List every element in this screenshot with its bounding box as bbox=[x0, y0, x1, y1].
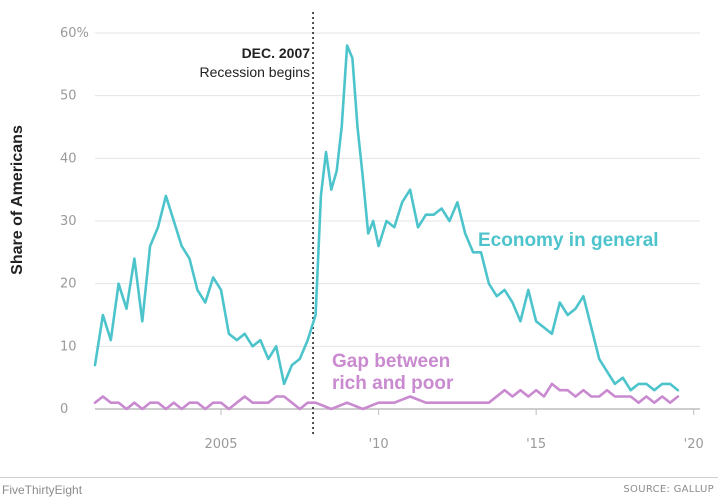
y-tick-label: 20 bbox=[60, 277, 77, 292]
series-label-line: rich and poor bbox=[332, 373, 454, 394]
footer-brand: FiveThirtyEight bbox=[2, 483, 83, 497]
annotation-text: Recession begins bbox=[200, 64, 311, 80]
series-labels: Economy in general Gap between rich and po… bbox=[332, 230, 659, 394]
x-tick-labels: 2005 '10 '15 '20 bbox=[204, 437, 703, 452]
y-tick-label: 50 bbox=[60, 89, 77, 104]
series-lines bbox=[93, 44, 680, 411]
y-tick-labels: 0 10 20 30 40 50 60% bbox=[60, 26, 89, 417]
x-tick-label: '20 bbox=[684, 437, 704, 452]
y-axis-label: Share of Americans bbox=[9, 125, 26, 275]
annotation-title: DEC. 2007 bbox=[242, 45, 311, 61]
x-tick-label: '15 bbox=[526, 437, 546, 452]
footer-source: SOURCE: GALLUP bbox=[623, 484, 714, 495]
y-tick-label: 40 bbox=[60, 151, 77, 166]
y-tick-label: 60% bbox=[60, 26, 89, 41]
x-tick-label: '10 bbox=[369, 437, 389, 452]
y-tick-label: 0 bbox=[60, 402, 68, 417]
series-label-line: Gap between bbox=[332, 351, 450, 372]
series-economy-line bbox=[93, 44, 680, 392]
y-tick-label: 30 bbox=[60, 214, 77, 229]
series-label-line: Economy in general bbox=[478, 230, 659, 251]
series-label-economy: Economy in general bbox=[478, 230, 659, 251]
footer-divider bbox=[0, 477, 718, 478]
chart: 0 10 20 30 40 50 60% 2005 '10 '15 '20 Share of Am… bbox=[9, 12, 704, 452]
x-tick-label: 2005 bbox=[204, 437, 237, 452]
series-label-gap: Gap between rich and poor bbox=[332, 351, 454, 394]
series-gap-line bbox=[93, 382, 680, 411]
y-tick-label: 10 bbox=[60, 339, 77, 354]
